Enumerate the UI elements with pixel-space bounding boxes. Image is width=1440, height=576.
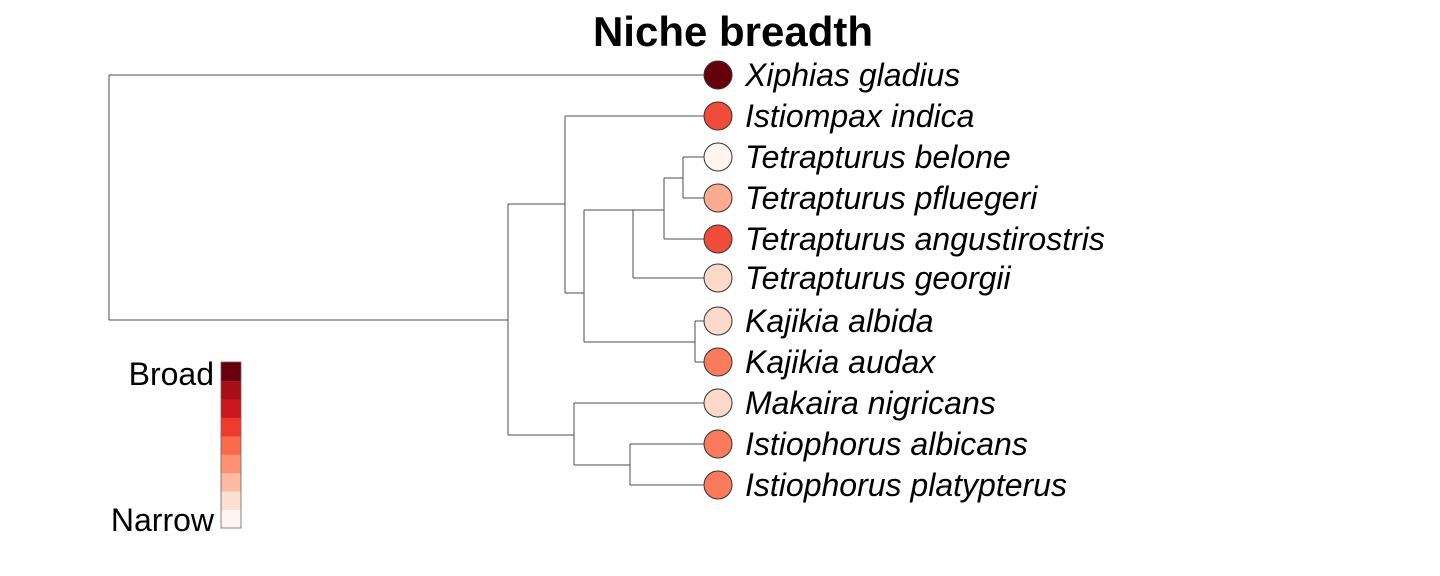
tip-markers-and-labels: Xiphias gladius Istiompax indica Tetraptur…	[703, 57, 1105, 503]
tip-label-tetrapturus-georgii: Tetrapturus georgii	[745, 260, 1012, 296]
tip-marker-tetrapturus-belone	[703, 142, 733, 172]
tip-marker-kajikia-audax	[703, 347, 733, 377]
color-legend: Broad Narrow	[111, 356, 242, 538]
tip-label-tetrapturus-angustirostris: Tetrapturus angustirostris	[745, 221, 1105, 257]
legend-border	[220, 361, 242, 529]
legend-swatch-9	[221, 362, 241, 381]
tip-marker-istiophorus-albicans	[703, 429, 733, 459]
legend-color-scale	[221, 362, 241, 529]
tip-label-tetrapturus-pfluegeri: Tetrapturus pfluegeri	[745, 180, 1038, 216]
legend-swatch-1	[221, 509, 241, 529]
tip-marker-tetrapturus-georgii	[703, 263, 733, 293]
tip-label-tetrapturus-belone: Tetrapturus belone	[745, 139, 1011, 175]
legend-swatch-5	[221, 435, 241, 455]
legend-swatch-4	[221, 454, 241, 474]
tip-marker-istiophorus-platypterus	[703, 470, 733, 500]
tip-label-kajikia-audax: Kajikia audax	[745, 344, 936, 380]
tip-label-makaira-nigricans: Makaira nigricans	[745, 385, 996, 421]
tip-marker-tetrapturus-pfluegeri	[703, 183, 733, 213]
legend-label-narrow: Narrow	[111, 502, 215, 538]
legend-swatch-7	[221, 398, 241, 418]
legend-swatch-3	[221, 472, 241, 492]
legend-swatch-6	[221, 417, 241, 437]
figure-title: Niche breadth	[593, 8, 873, 55]
phylogenetic-tree	[108, 74, 718, 486]
tip-label-istiompax-indica: Istiompax indica	[745, 98, 974, 134]
legend-swatch-8	[221, 380, 241, 400]
tip-marker-kajikia-albida	[703, 306, 733, 336]
legend-swatch-2	[221, 491, 241, 511]
tip-label-kajikia-albida: Kajikia albida	[745, 303, 934, 339]
tip-marker-tetrapturus-angustirostris	[703, 224, 733, 254]
tip-label-xiphias-gladius: Xiphias gladius	[744, 57, 960, 93]
tip-label-istiophorus-albicans: Istiophorus albicans	[745, 426, 1028, 462]
tip-marker-istiompax-indica	[703, 101, 733, 131]
tip-label-istiophorus-platypterus: Istiophorus platypterus	[745, 467, 1067, 503]
legend-label-broad: Broad	[129, 356, 214, 392]
tip-marker-xiphias-gladius	[703, 60, 733, 90]
tip-marker-makaira-nigricans	[703, 388, 733, 418]
